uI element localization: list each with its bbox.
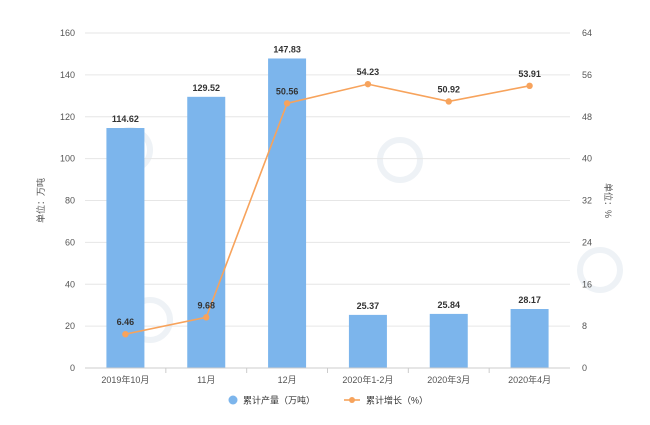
legend-line-marker xyxy=(349,397,355,403)
legend-line-label: 累计增长（%） xyxy=(366,395,428,406)
x-tick-label: 2019年10月 xyxy=(101,374,149,385)
bar-data-label: 25.84 xyxy=(437,300,460,310)
line-series xyxy=(122,80,533,338)
line-data-label: 9.68 xyxy=(197,300,215,310)
line-point xyxy=(364,80,372,88)
y-right-tick-label: 32 xyxy=(582,196,592,206)
y-left-tick-label: 120 xyxy=(60,112,75,122)
data-labels: 114.62 129.52 147.83 25.37 25.84 28.17 6.46 9.6… xyxy=(112,44,541,327)
line-data-label: 54.23 xyxy=(357,67,380,77)
bar xyxy=(106,128,145,368)
growth-line xyxy=(125,83,530,335)
line-data-label: 50.92 xyxy=(437,84,460,94)
y-right-tick-label: 40 xyxy=(582,154,592,164)
bar xyxy=(187,96,226,368)
legend-bar-swatch xyxy=(228,395,238,405)
bar-data-label: 28.17 xyxy=(518,295,541,305)
x-tick-label: 2020年3月 xyxy=(427,374,470,385)
line-point xyxy=(122,330,129,338)
grid-lines xyxy=(85,32,570,327)
y-right-tick-label: 48 xyxy=(582,112,592,122)
y-left-tick-label: 0 xyxy=(70,363,75,373)
y-right-axis-title: 单位：% xyxy=(603,183,614,218)
x-tick-label: 2020年4月 xyxy=(508,374,551,385)
y-left-tick-label: 80 xyxy=(65,196,75,206)
y-left-tick-label: 60 xyxy=(65,237,75,247)
bar-data-label: 129.52 xyxy=(192,83,220,93)
line-point xyxy=(445,98,452,105)
y-left-tick-label: 40 xyxy=(65,279,75,289)
line-data-label: 53.91 xyxy=(518,69,541,79)
bar-data-label: 147.83 xyxy=(273,44,301,54)
y-left-tick-label: 160 xyxy=(60,28,75,38)
bar-data-label: 25.37 xyxy=(357,301,380,311)
y-right-tick-label: 24 xyxy=(582,237,592,247)
y-right-tick-label: 8 xyxy=(582,321,587,331)
x-tick-label: 11月 xyxy=(197,375,215,385)
y-right-tick-label: 16 xyxy=(582,279,592,289)
y-left-tick-label: 20 xyxy=(65,321,75,331)
y-right-tick-label: 56 xyxy=(582,70,592,80)
line-point xyxy=(283,100,291,107)
axes: 0 0 20 8 40 16 60 24 80 32 100 40 120 48 140 56 160 64 201… xyxy=(35,28,614,385)
x-tick-label: 12月 xyxy=(278,375,297,385)
legend: 累计产量（万吨） 累计增长（%） xyxy=(228,395,428,406)
line-data-label: 6.46 xyxy=(117,317,135,327)
y-right-tick-label: 64 xyxy=(582,28,592,38)
y-left-tick-label: 100 xyxy=(60,154,75,164)
bar xyxy=(429,313,468,368)
legend-bar-label: 累计产量（万吨） xyxy=(243,395,315,406)
y-left-axis-title: 单位：万吨 xyxy=(35,178,46,223)
line-point xyxy=(526,82,533,90)
y-right-tick-label: 0 xyxy=(582,363,587,373)
line-point xyxy=(203,314,210,321)
bar xyxy=(268,58,307,369)
watermark-mark xyxy=(577,247,623,293)
line-data-label: 50.56 xyxy=(276,86,299,96)
bar-data-label: 114.62 xyxy=(112,114,139,124)
x-tick-label: 2020年1-2月 xyxy=(342,374,393,385)
bar-series xyxy=(106,58,549,369)
y-left-tick-label: 140 xyxy=(60,70,75,80)
watermark-mark xyxy=(377,137,423,183)
bar xyxy=(510,309,549,368)
bar xyxy=(348,314,387,368)
